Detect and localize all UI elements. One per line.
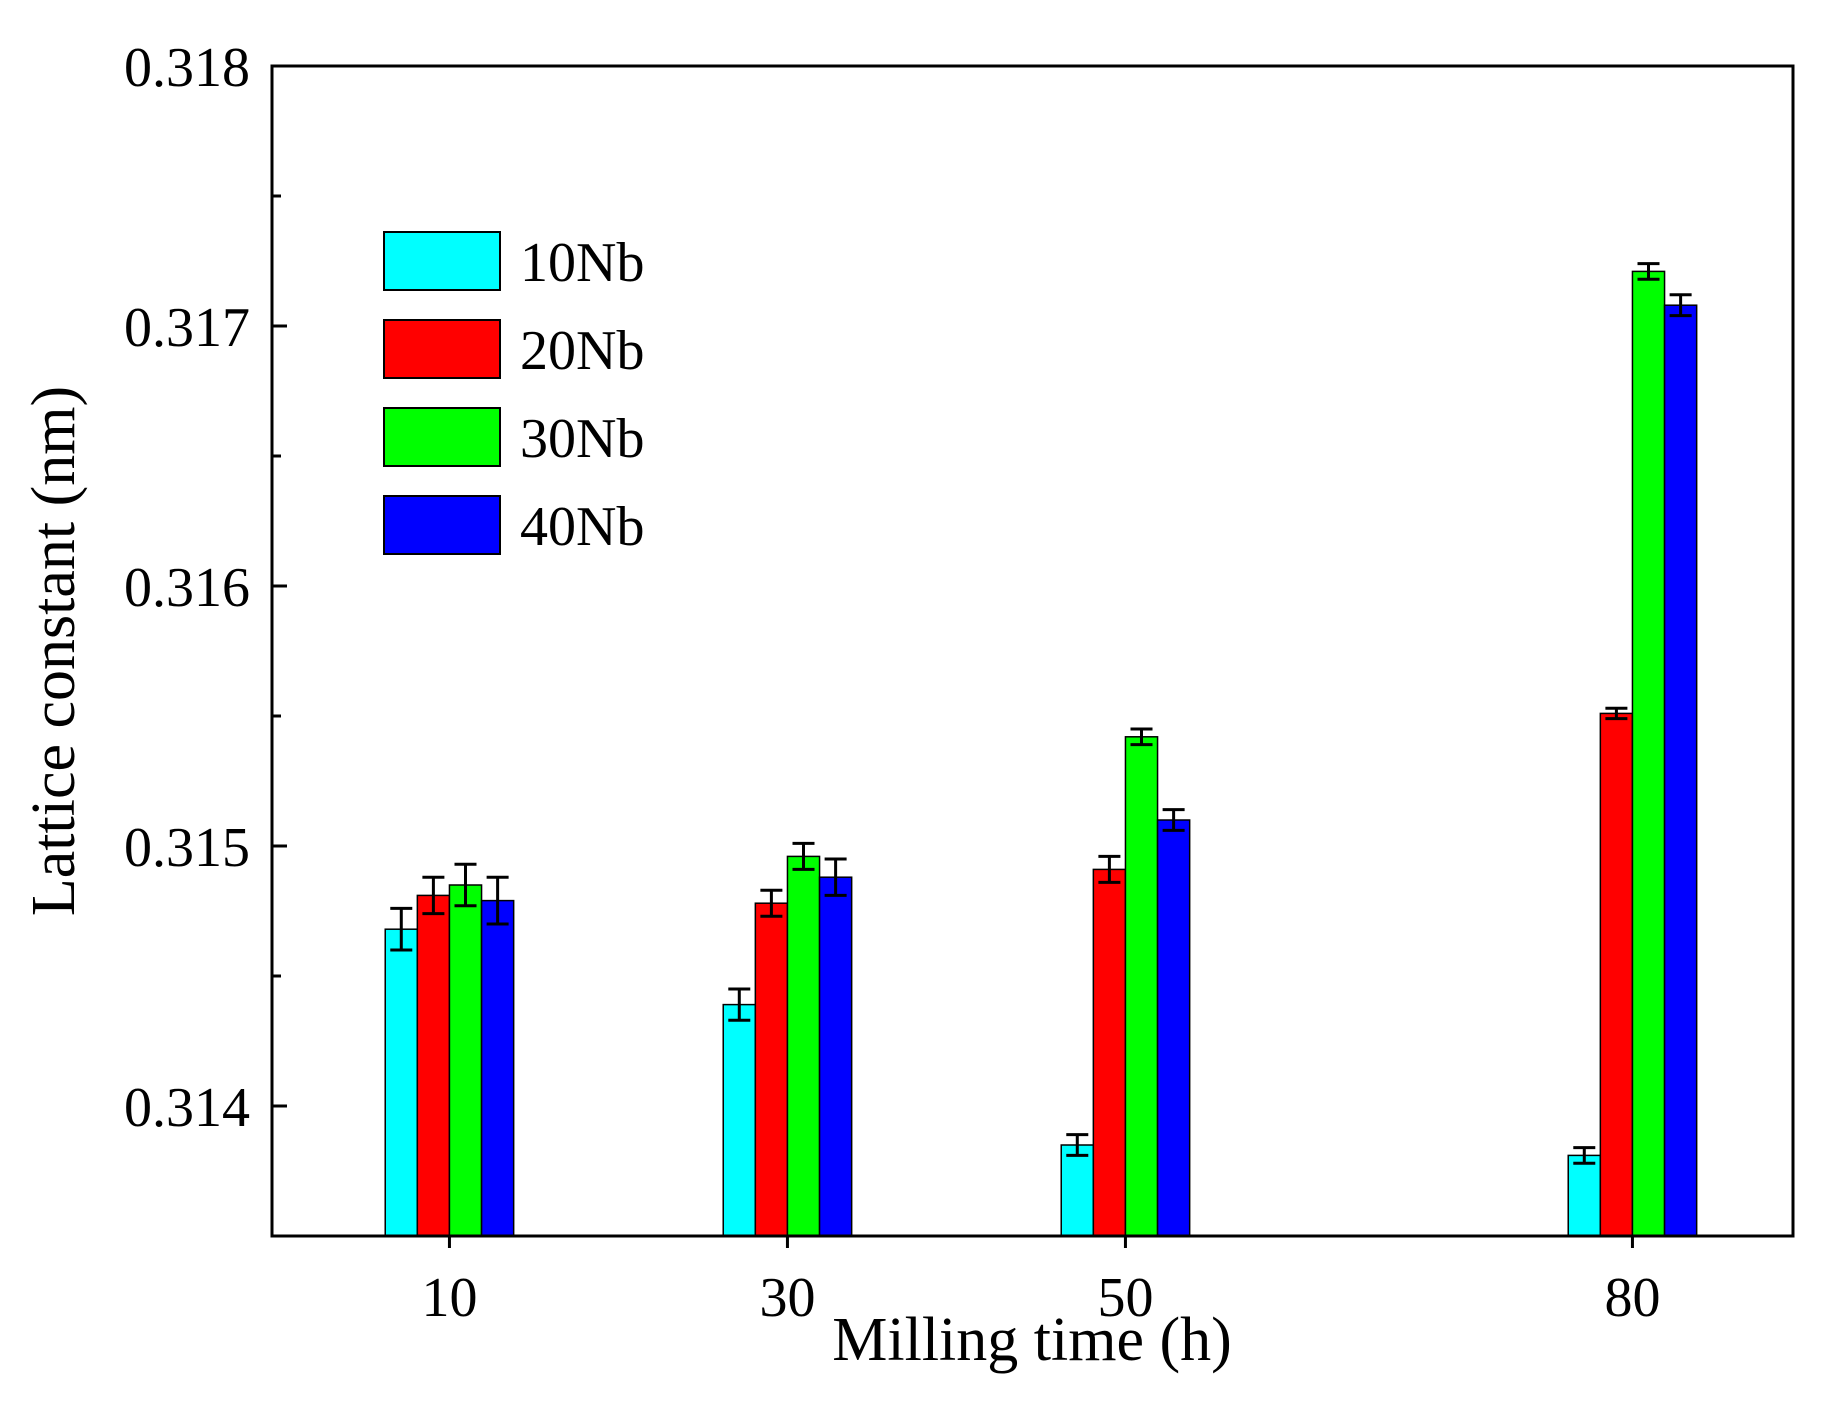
legend-item-20Nb: 20Nb	[383, 319, 644, 382]
bar-20Nb-50h	[1092, 868, 1127, 1237]
x-tick-labels: 10 30 50 80	[421, 1267, 1660, 1329]
error-bars-layer	[390, 262, 1692, 1165]
y-tick-label: 0.314	[124, 1077, 250, 1139]
error-bar-30Nb-10h	[454, 862, 477, 908]
error-bar-10Nb-10h	[390, 906, 413, 952]
error-bar-10Nb-30h	[728, 987, 751, 1022]
legend: 10Nb 20Nb 30Nb 40Nb	[383, 231, 644, 558]
y-tick-label: 0.317	[124, 297, 250, 359]
bar-30Nb-80h	[1631, 270, 1666, 1237]
x-tick-label: 10	[421, 1267, 477, 1329]
legend-swatch	[383, 495, 501, 555]
error-bar-40Nb-30h	[824, 857, 847, 897]
legend-item-10Nb: 10Nb	[383, 231, 644, 294]
bar-10Nb-80h	[1567, 1154, 1602, 1237]
x-tick-label: 50	[1097, 1267, 1153, 1329]
legend-label: 40Nb	[520, 496, 644, 558]
error-bar-40Nb-10h	[486, 875, 509, 926]
bar-40Nb-10h	[480, 899, 515, 1237]
error-bar-40Nb-80h	[1669, 293, 1692, 318]
bar-30Nb-10h	[448, 884, 483, 1237]
error-bar-30Nb-50h	[1130, 727, 1153, 747]
legend-item-40Nb: 40Nb	[383, 495, 644, 558]
bar-10Nb-30h	[722, 1003, 757, 1237]
error-bar-10Nb-50h	[1066, 1133, 1089, 1157]
error-bar-20Nb-50h	[1098, 854, 1121, 884]
bar-10Nb-10h	[384, 928, 419, 1237]
legend-label: 10Nb	[520, 232, 644, 294]
error-bar-10Nb-80h	[1573, 1146, 1596, 1165]
legend-label: 20Nb	[520, 320, 644, 382]
error-bar-20Nb-80h	[1605, 706, 1628, 721]
y-tick-label: 0.318	[124, 37, 250, 99]
y-tick-labels: 0.314 0.315 0.316 0.317 0.318	[124, 37, 250, 1139]
legend-item-30Nb: 30Nb	[383, 407, 644, 470]
bar-20Nb-10h	[416, 894, 451, 1237]
error-bar-20Nb-10h	[422, 875, 445, 916]
x-tick-label: 80	[1604, 1267, 1660, 1329]
ticks-layer	[272, 64, 1634, 1248]
bars-layer	[384, 270, 1698, 1237]
bar-40Nb-30h	[818, 876, 853, 1237]
legend-swatch	[383, 407, 501, 467]
legend-swatch	[383, 231, 501, 291]
x-tick-label: 30	[759, 1267, 815, 1329]
y-axis-title: Lattice constant (nm)	[20, 386, 88, 916]
error-bar-20Nb-30h	[760, 888, 783, 918]
plot-frame	[270, 64, 1795, 1238]
error-bar-30Nb-30h	[792, 841, 815, 871]
legend-swatch	[383, 319, 501, 379]
bar-30Nb-50h	[1124, 736, 1159, 1237]
bar-20Nb-80h	[1599, 712, 1634, 1237]
bar-10Nb-50h	[1060, 1144, 1095, 1237]
error-bar-30Nb-80h	[1637, 262, 1660, 281]
legend-label: 30Nb	[520, 408, 644, 470]
y-tick-label: 0.315	[124, 817, 250, 879]
bar-30Nb-30h	[786, 855, 821, 1237]
bar-40Nb-50h	[1156, 819, 1191, 1237]
y-tick-label: 0.316	[124, 557, 250, 619]
error-bar-40Nb-50h	[1162, 808, 1185, 832]
bar-20Nb-30h	[754, 902, 789, 1237]
bar-40Nb-80h	[1663, 304, 1698, 1237]
x-axis-title: Milling time (h)	[832, 1306, 1232, 1374]
